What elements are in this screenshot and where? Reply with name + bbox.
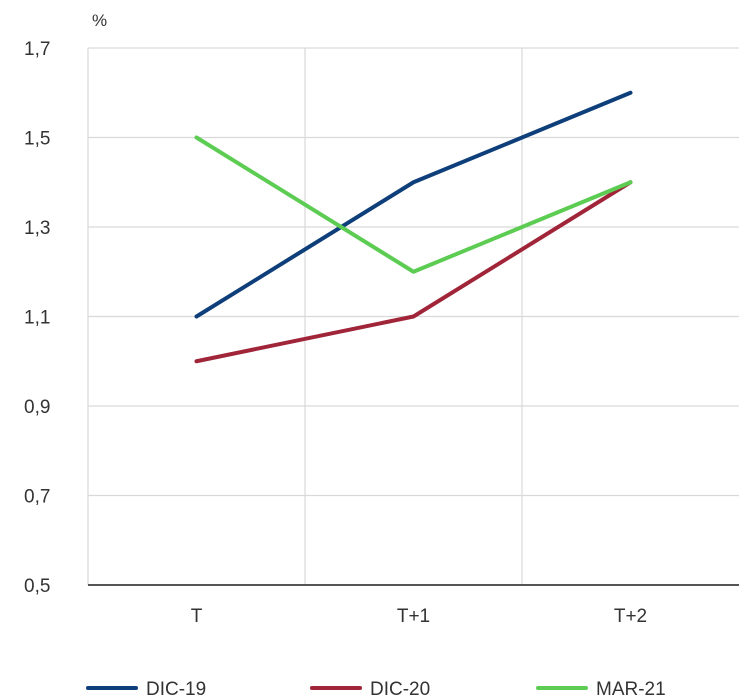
y-tick-label: 0,7 [24, 487, 50, 508]
x-tick-label: T [191, 606, 203, 627]
legend-label: MAR-21 [596, 679, 666, 700]
legend-label: DIC-19 [146, 679, 206, 700]
y-tick-label: 1,5 [24, 129, 50, 150]
x-tick-label: T+1 [397, 606, 430, 627]
y-tick-label: 0,9 [24, 397, 50, 418]
series-line-dic-20 [194, 180, 633, 364]
y-tick-label: 1,7 [24, 39, 50, 60]
legend-label: DIC-20 [370, 679, 430, 700]
y-axis-unit-label: % [92, 11, 107, 30]
x-tick-label: T+2 [614, 606, 647, 627]
series-lines [194, 90, 633, 364]
legend-item-dic-20: DIC-20 [310, 679, 430, 700]
series-line-dic-19 [194, 90, 633, 319]
legend-item-dic-19: DIC-19 [86, 679, 206, 700]
legend: DIC-19 DIC-20 MAR-21 [86, 679, 666, 700]
y-tick-label: 0,5 [24, 576, 50, 597]
y-tick-label: 1,3 [24, 218, 50, 239]
tick-labels: % 0,5 0,7 0,9 1,1 1,3 1,5 1,7 T T+1 T+2 [24, 11, 647, 627]
legend-item-mar-21: MAR-21 [536, 679, 666, 700]
series-line-mar-21 [194, 135, 633, 274]
y-tick-label: 1,1 [24, 308, 50, 329]
